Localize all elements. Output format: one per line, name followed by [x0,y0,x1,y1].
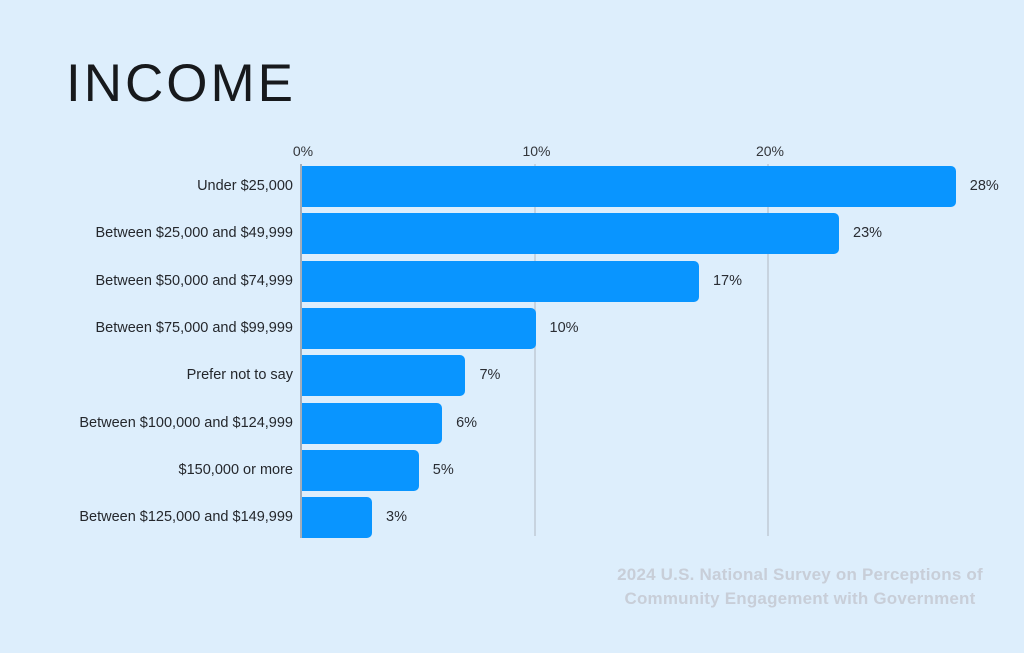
bar-row: Between $125,000 and $149,999 3% [0,497,1024,539]
value-label: 7% [479,367,501,384]
source-line-1: 2024 U.S. National Survey on Perceptions… [617,565,983,584]
bar [302,166,956,207]
bar-row: Under $25,000 28% [0,166,1024,207]
category-label: Prefer not to say [186,367,293,384]
x-tick-label: 0% [292,143,314,159]
bar-row: Between $25,000 and $49,999 23% [0,213,1024,255]
value-label: 23% [853,225,883,242]
category-label: Under $25,000 [197,178,293,194]
value-label: 10% [549,319,579,336]
bar [302,449,419,491]
bar-row: Between $50,000 and $74,999 17% [0,260,1024,302]
value-label: 6% [456,414,478,431]
x-tick-label: 20% [755,143,785,159]
value-label: 28% [969,178,999,194]
category-label: Between $25,000 and $49,999 [95,225,293,242]
gridline [767,164,769,536]
value-label: 3% [386,509,408,526]
bar [302,355,466,397]
category-label: Between $50,000 and $74,999 [95,272,293,289]
bar [302,402,443,444]
bar-row: $150,000 or more 5% [0,449,1024,491]
bar [302,213,840,255]
category-label: Between $75,000 and $99,999 [95,319,293,336]
value-label: 17% [712,272,742,289]
gridline [533,164,536,536]
source-line-2: Community Engagement with Government [624,588,976,608]
bar-row: Prefer not to say 7% [0,355,1024,397]
category-label: Between $100,000 and $124,999 [79,414,293,431]
bar-row: Between $75,000 and $99,999 10% [0,307,1024,349]
bar [302,307,536,349]
category-label: $150,000 or more [178,461,293,478]
x-tick-label: 10% [522,143,551,159]
chart-title: INCOME [66,54,296,113]
value-label: 5% [432,461,454,478]
bar [302,260,699,302]
zero-axis-line [300,164,302,538]
source-attribution: 2024 U.S. National Survey on Perceptions… [570,563,1024,610]
category-label: Between $125,000 and $149,999 [79,509,293,526]
bar-row: Between $100,000 and $124,999 6% [0,402,1024,444]
bar [302,497,373,539]
